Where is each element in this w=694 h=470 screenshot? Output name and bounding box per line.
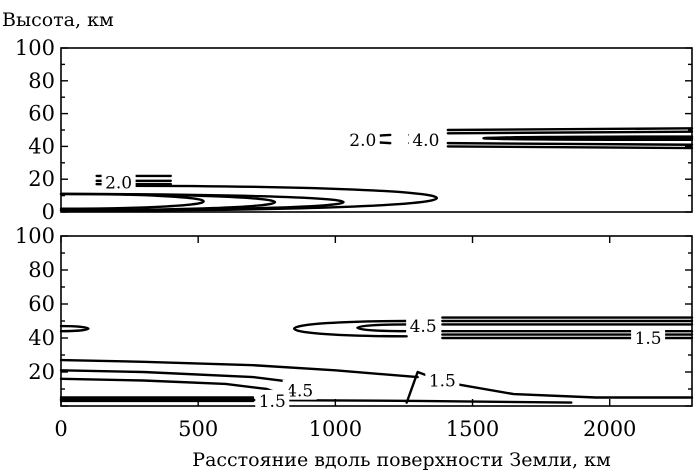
contour-label-bg	[255, 389, 290, 410]
x-tick-label: 1000	[309, 417, 362, 441]
contour-line-14	[446, 145, 694, 150]
y-tick-label: 20	[28, 167, 55, 191]
x-tick-label: 500	[178, 417, 218, 441]
contour-line-9	[59, 358, 419, 379]
contour-line-1	[292, 319, 408, 338]
contour-line-12	[446, 130, 694, 135]
contour-line-11	[59, 377, 288, 397]
y-tick-label: 40	[28, 326, 55, 350]
contour-label: 4.5	[286, 382, 313, 402]
y-tick-label: 100	[15, 224, 55, 248]
contour-label: 1.5	[429, 372, 456, 392]
y-tick-label: 60	[28, 292, 55, 316]
contour-line-12	[405, 370, 694, 404]
contour-label: 2.0	[349, 131, 376, 151]
contour-label-bg	[406, 315, 441, 336]
y-axis-title: Высота, км	[2, 9, 114, 31]
contour-label-bg	[425, 369, 460, 390]
contour-line-2	[356, 323, 408, 333]
x-tick-label: 2000	[583, 417, 636, 441]
contour-line-0	[59, 324, 90, 333]
x-tick-label: 1500	[446, 417, 499, 441]
contour-label: 4.0	[412, 131, 439, 151]
contour-label: 1.5	[259, 392, 286, 412]
contour-line-16	[531, 136, 694, 141]
contour-line-3	[117, 184, 439, 212]
y-tick-label: 40	[28, 134, 55, 158]
y-tick-label: 80	[28, 69, 55, 93]
contour-label: 2.0	[105, 173, 132, 193]
contour-label-bg	[631, 327, 666, 347]
contour-label-bg	[282, 379, 317, 400]
x-tick-label: 0	[54, 417, 67, 441]
y-tick-label: 0	[42, 200, 55, 224]
contour-line-13	[446, 141, 694, 146]
contour-line-11	[446, 127, 694, 132]
x-axis-title: Расстояние вдоль поверхности Земли, км	[192, 449, 611, 470]
y-tick-label: 100	[15, 36, 55, 60]
y-tick-label: 80	[28, 258, 55, 282]
y-tick-label: 60	[28, 102, 55, 126]
contour-label-bg	[101, 171, 136, 192]
y-tick-label: 20	[28, 360, 55, 384]
contour-label: 4.5	[410, 317, 437, 337]
contour-label-bg	[408, 128, 443, 149]
contour-label: 1.5	[635, 329, 662, 349]
contour-label-bg	[345, 128, 380, 149]
top-panel: 0 20 40 60 80 100 Высота, км 2.0 2.0 4.0	[2, 9, 694, 224]
